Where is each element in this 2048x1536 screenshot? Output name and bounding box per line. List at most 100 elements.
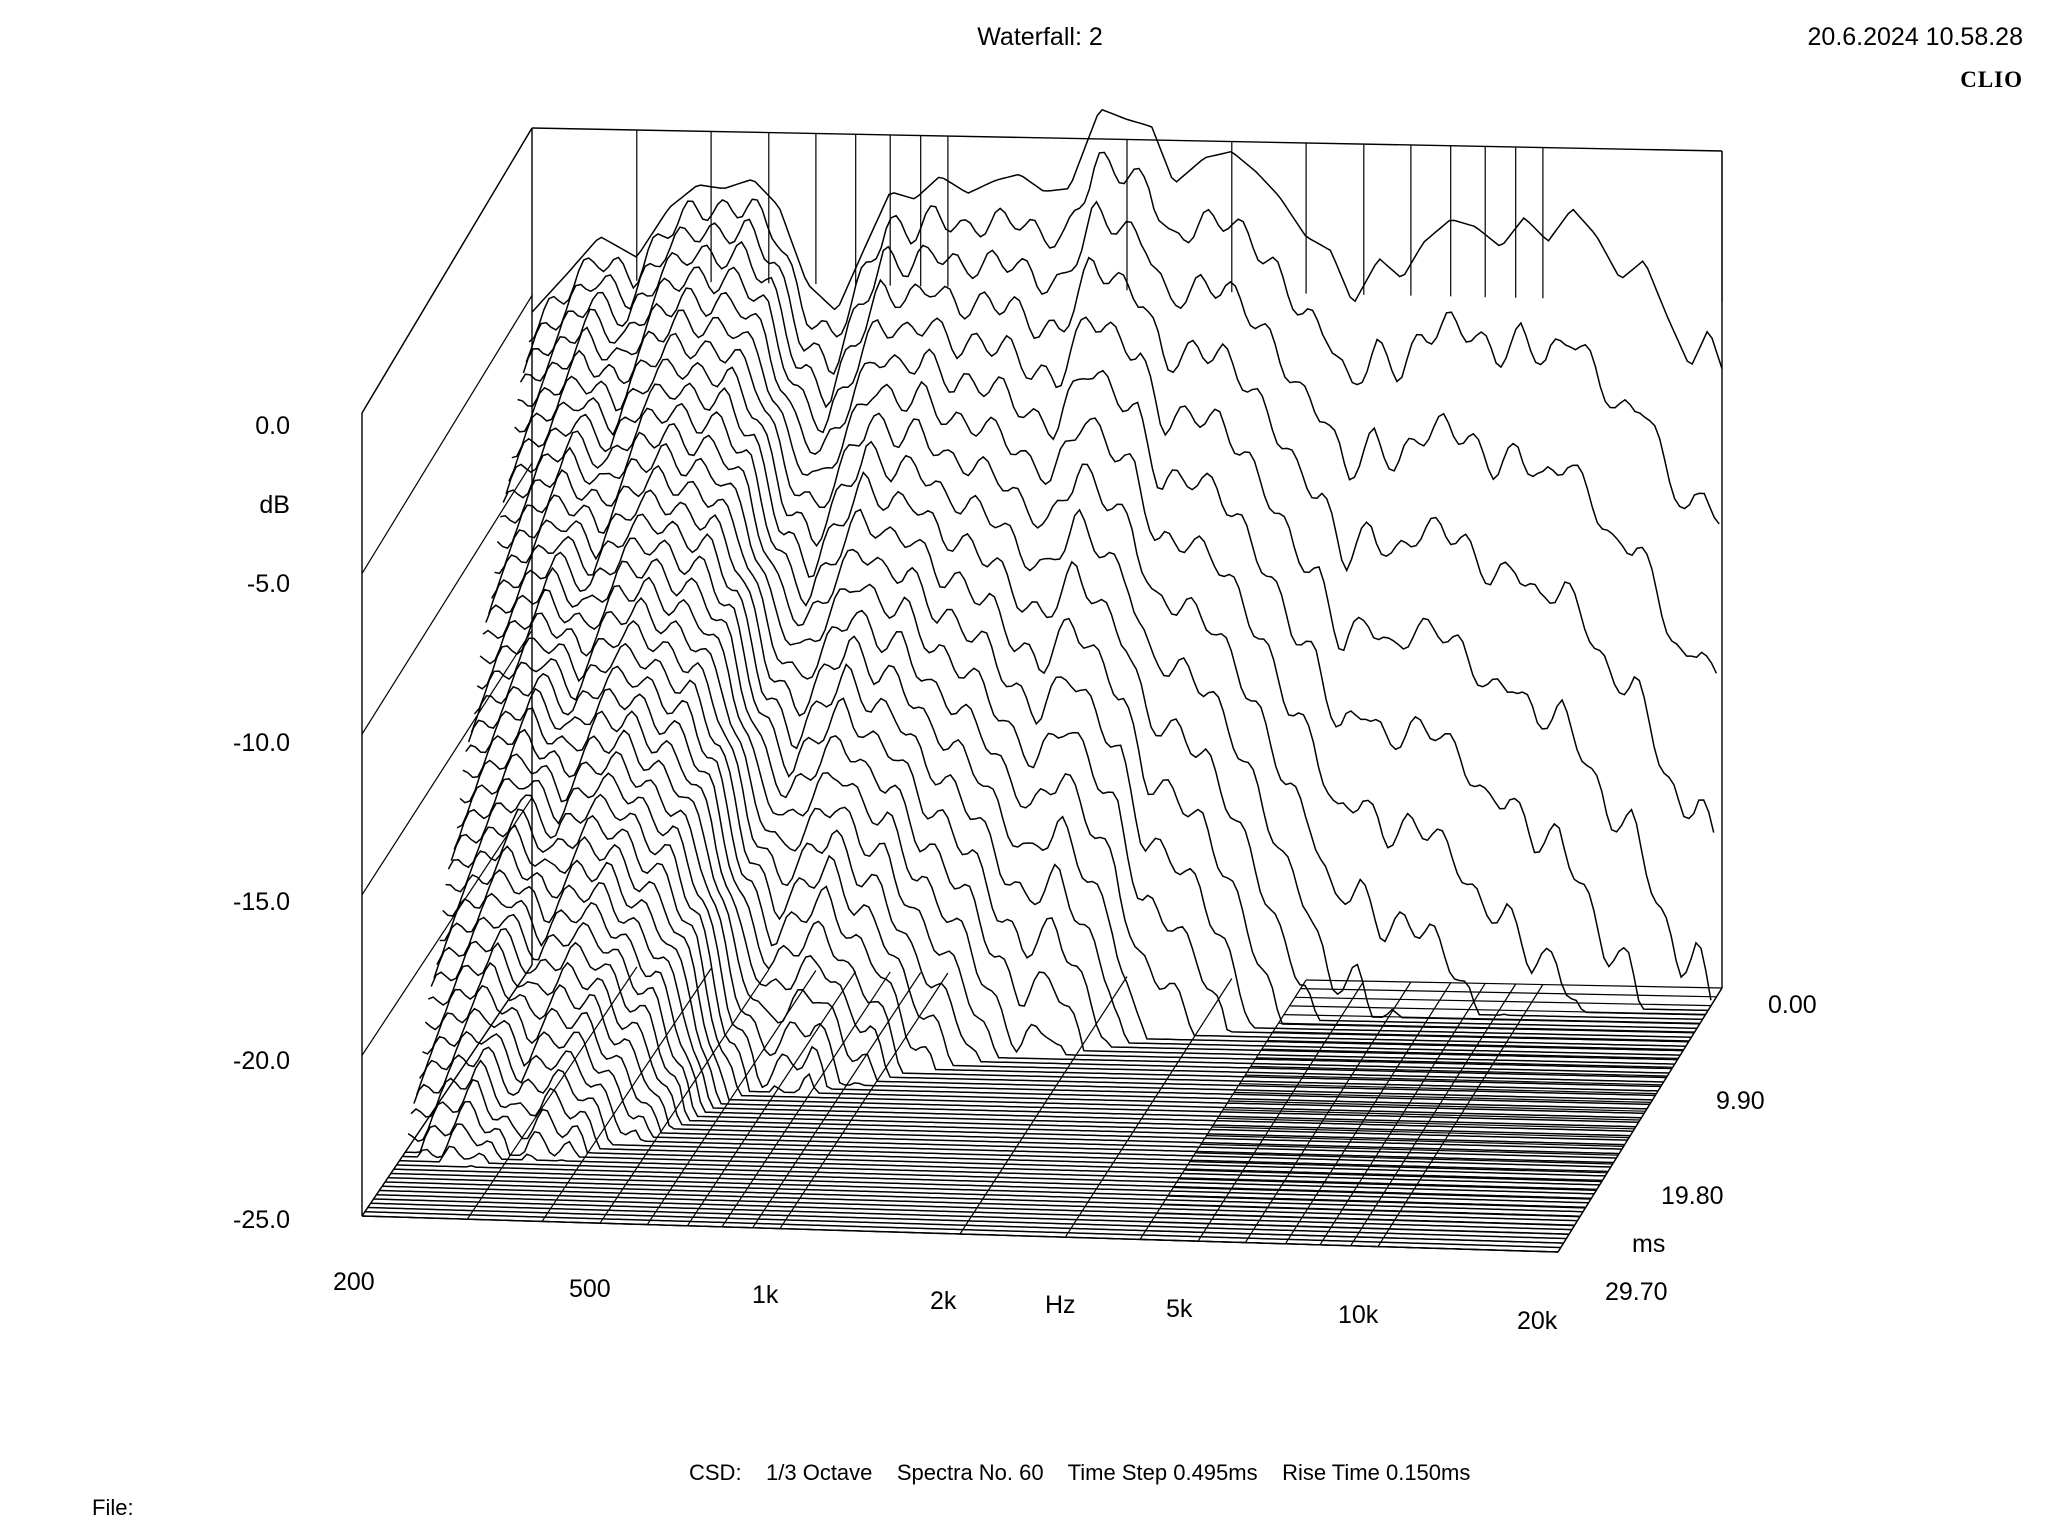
floor-depth-line: [1234, 1091, 1651, 1103]
decay-spectrum-line: [430, 927, 1625, 1146]
decay-spectrum-line: [436, 892, 1631, 1137]
decay-spectrum-line: [517, 287, 1709, 1012]
db-wall-line: [361, 127, 533, 414]
decay-spectrum-line: [473, 620, 1667, 1079]
decay-spectrum-line: [494, 464, 1686, 1047]
z-tick-label: 0.00: [1768, 991, 1817, 1019]
decay-spectrum-line: [385, 1181, 1581, 1217]
decay-spectrum-line: [367, 1206, 1564, 1244]
time-step: Time Step 0.495ms: [1067, 1460, 1258, 1485]
x-axis-label: Hz: [1045, 1291, 1076, 1319]
chart-title: Waterfall: 2: [977, 23, 1103, 51]
decay-spectrum-line: [482, 558, 1675, 1065]
y-tick-label: 0.0: [255, 412, 290, 440]
decay-spectrum-line: [467, 665, 1661, 1088]
decay-spectrum-line: [396, 1164, 1592, 1200]
db-wall-line: [361, 629, 533, 896]
decay-spectrum-line: [399, 1145, 1595, 1195]
decay-spectrum-line: [488, 513, 1681, 1056]
floor-depth-line: [1223, 1109, 1641, 1121]
floor-depth-line: [1211, 1126, 1630, 1139]
csd-label: CSD:: [689, 1460, 742, 1485]
floor-depth-line: [1217, 1117, 1635, 1130]
db-wall-line: [361, 295, 533, 574]
decay-spectrum-line: [447, 808, 1642, 1119]
decay-spectrum-line: [508, 358, 1700, 1025]
decay-spectrum-line: [407, 1078, 1603, 1182]
decay-spectrum-line: [496, 442, 1689, 1043]
decay-spectrum-line: [502, 402, 1695, 1034]
z-tick-label: 9.90: [1716, 1087, 1765, 1115]
csd-info: CSD: 1/3 Octave Spectra No. 60 Time Step…: [689, 1462, 1470, 1484]
x-tick-label: 200: [333, 1268, 375, 1296]
decay-spectrum-line: [470, 642, 1664, 1083]
x-tick-label: 1k: [752, 1281, 779, 1309]
decay-spectrum-line: [525, 200, 1718, 674]
decay-spectrum-line: [491, 489, 1684, 1052]
x-tick-label: 20k: [1517, 1307, 1558, 1335]
decay-spectrum-line: [379, 1189, 1575, 1226]
floor-depth-line: [1228, 1100, 1646, 1112]
db-gridlines: [361, 127, 533, 1217]
clio-logo: CLIO: [1960, 67, 2023, 92]
decay-spectrum-line: [361, 1215, 1559, 1253]
x-tick-label: 10k: [1338, 1301, 1379, 1329]
decay-spectrum-line: [465, 687, 1659, 1092]
decay-spectrum-line: [522, 240, 1715, 833]
decay-spectrum-line: [511, 332, 1703, 1021]
decay-spectrum-line: [387, 1176, 1584, 1213]
decay-spectrum-line: [479, 576, 1673, 1070]
decay-spectrum-line: [450, 793, 1645, 1115]
decay-spectrum-line: [445, 824, 1639, 1123]
decay-spectrum-line: [402, 1123, 1597, 1191]
y-tick-label: -5.0: [246, 570, 290, 598]
floor-depth-line: [1195, 1152, 1613, 1165]
x-tick-label: 5k: [1166, 1295, 1193, 1323]
floor-depth-line: [1261, 1048, 1679, 1059]
z-axis-label: ms: [1632, 1230, 1666, 1258]
db-wall-line: [361, 797, 533, 1056]
decay-spectrum-line: [415, 1030, 1611, 1168]
floor-depth-line: [1306, 979, 1723, 989]
decay-spectrum-line: [418, 1007, 1614, 1164]
decay-spectrum-line: [462, 707, 1656, 1097]
decay-spectrum-line: [373, 1198, 1570, 1235]
floor-depth-line: [1200, 1143, 1619, 1156]
floor-grid-line: [1064, 978, 1233, 1238]
db-wall-line: [361, 964, 533, 1217]
file-label: File:: [92, 1495, 134, 1520]
decay-spectrum-line: [370, 1202, 1567, 1240]
rise-time: Rise Time 0.150ms: [1282, 1460, 1471, 1485]
decay-spectrum-line: [500, 423, 1692, 1038]
floor-grid-line: [599, 969, 770, 1224]
decay-spectrum-line: [439, 869, 1634, 1132]
floor-depth-line: [1206, 1135, 1624, 1147]
decay-spectrum-line: [505, 382, 1698, 1030]
floor-depth-line: [1256, 1057, 1673, 1068]
decay-spectrum-line: [485, 537, 1678, 1061]
y-tick-label: -10.0: [233, 729, 290, 757]
decay-spectrum-line: [382, 1185, 1578, 1222]
decay-spectrum-line: [364, 1210, 1561, 1249]
decay-spectrum-line: [433, 913, 1628, 1141]
decay-spectrum-line: [376, 1193, 1572, 1231]
decay-spectrum-line: [405, 1100, 1600, 1186]
y-axis-label: dB: [259, 491, 290, 519]
decay-spectrum-line: [442, 845, 1636, 1128]
x-tick-label: 500: [569, 1275, 611, 1303]
floor-depth-line: [1189, 1161, 1608, 1174]
floor-grid-line: [466, 966, 638, 1220]
decay-spectrum-line: [410, 1059, 1606, 1177]
db-wall-line: [361, 462, 533, 735]
floor-depth-line: [1173, 1186, 1591, 1200]
first-spectrum-line: [531, 108, 1723, 369]
floor-grid-line: [752, 972, 922, 1229]
decay-spectrum-line: [476, 596, 1670, 1074]
y-tick-label: -25.0: [233, 1206, 290, 1234]
floor-depth-line: [1245, 1074, 1662, 1086]
decay-spectrum-line: [393, 1168, 1589, 1204]
floor-depth-line: [1267, 1039, 1684, 1051]
decay-spectrum-line: [528, 151, 1720, 525]
spectra-count: Spectra No. 60: [896, 1460, 1044, 1485]
